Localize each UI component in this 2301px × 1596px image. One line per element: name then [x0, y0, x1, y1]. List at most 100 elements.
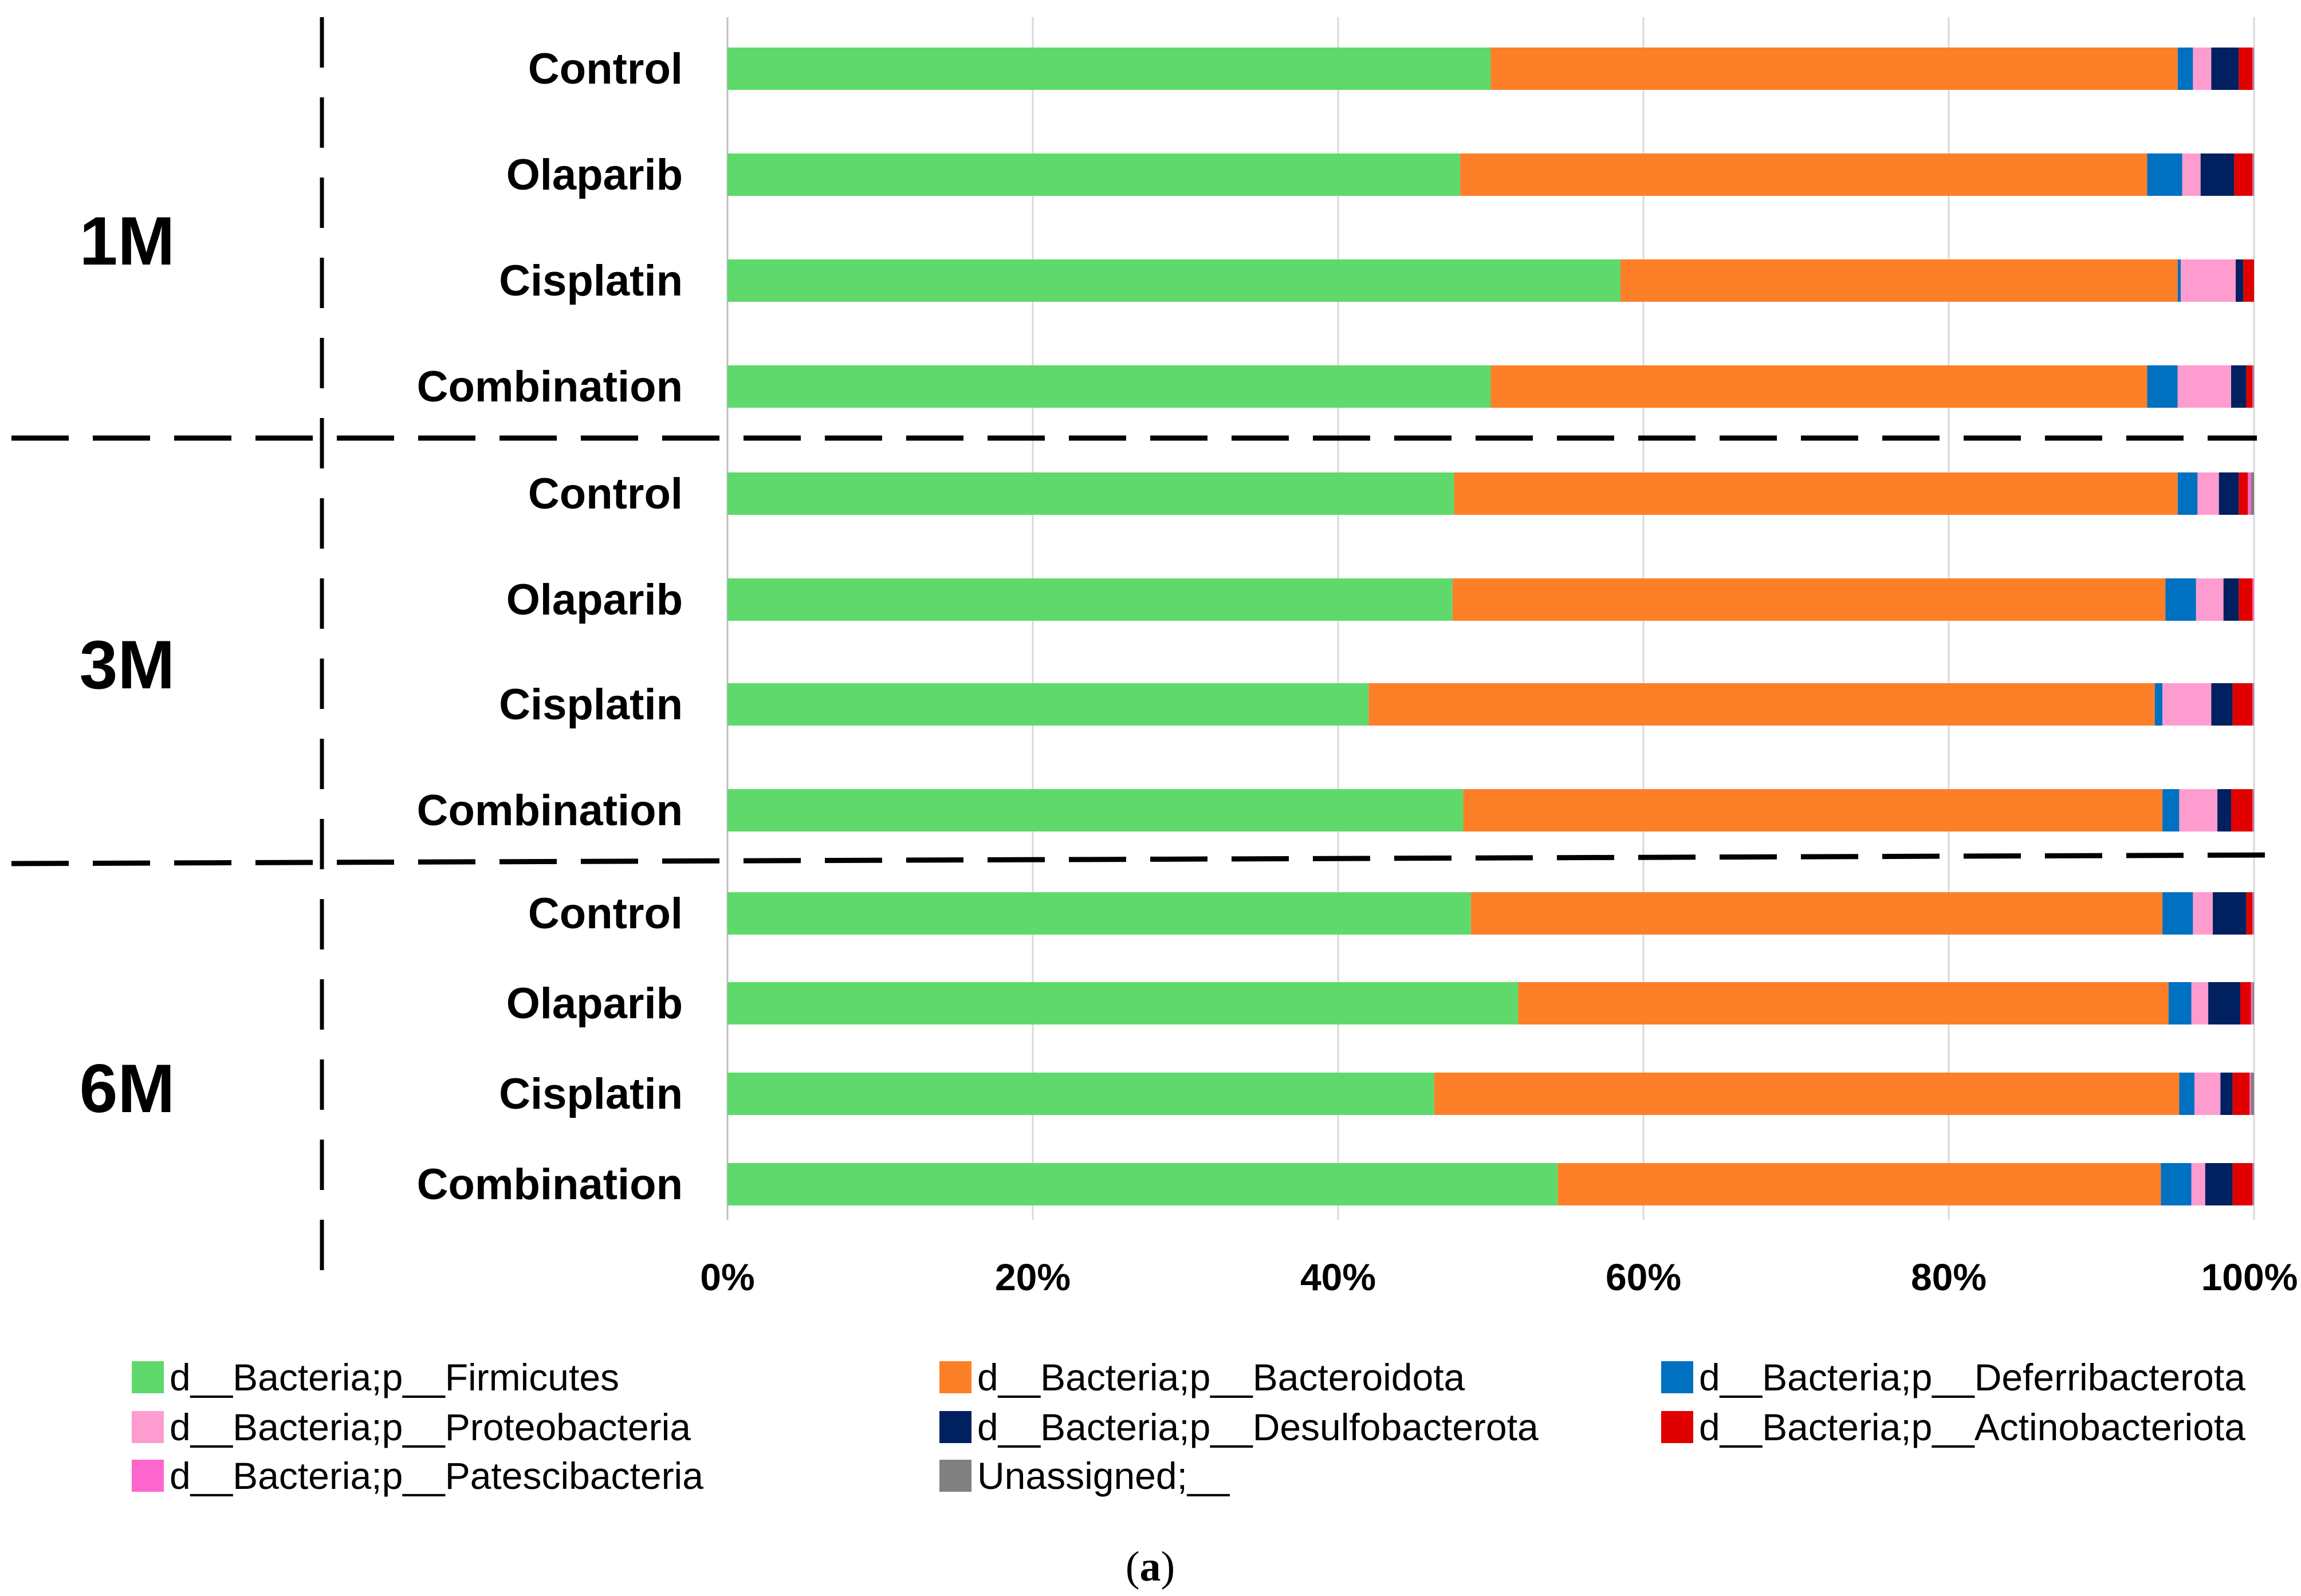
bar-segment [1518, 982, 2169, 1024]
bar-segment [727, 982, 1519, 1024]
x-tick-label: 0% [700, 1256, 754, 1298]
bar-segment [2219, 472, 2239, 515]
bar-segment [2191, 982, 2209, 1024]
bar-segment [1620, 259, 2178, 302]
bar-segment [2191, 1163, 2205, 1205]
bar-segment [2249, 1073, 2251, 1115]
bar-segment [2234, 153, 2253, 196]
x-tick-label: 40% [1300, 1256, 1376, 1298]
bar-segment [727, 1073, 1434, 1115]
legend-label: d__Bacteria;p__Deferribacterota [1699, 1356, 2245, 1398]
bar-segment [2253, 683, 2254, 726]
group-label: 3M [80, 626, 175, 703]
legend-label: d__Bacteria;p__Bacteroidota [977, 1356, 1465, 1398]
bar-segment [727, 48, 1491, 90]
bar-segment [2240, 982, 2251, 1024]
bar-segment [1454, 472, 2178, 515]
bar-segment [2248, 472, 2251, 515]
bar-segment [2252, 365, 2253, 408]
category-labels: Control Olaparib Cisplatin Combination 1M Con… [80, 45, 683, 1209]
bar-segment [2220, 1073, 2233, 1115]
category-label: Cisplatin [499, 680, 683, 729]
x-tick-label: 20% [995, 1256, 1071, 1298]
bar-segment [727, 153, 1461, 196]
category-label: Control [528, 45, 683, 93]
bar-segment [2177, 472, 2198, 515]
bar-segment [2252, 982, 2254, 1024]
figure-caption: (a) [1126, 1543, 1175, 1590]
bar-segment [2182, 153, 2201, 196]
bar-segment [727, 1163, 1558, 1205]
category-label: Control [528, 889, 683, 938]
bar-segment [2253, 789, 2254, 832]
caption-letter: a [1140, 1543, 1161, 1590]
legend-swatch [939, 1411, 971, 1443]
category-label: Combination [417, 786, 683, 835]
bar-segment [2181, 259, 2236, 302]
bar-segment [1557, 1163, 2161, 1205]
legend-label: Unassigned;__ [977, 1455, 1230, 1497]
bar-segment [727, 365, 1491, 408]
bar-segment [2232, 1073, 2250, 1115]
x-tick-label: 80% [1911, 1256, 1987, 1298]
bar-segment [2196, 578, 2224, 621]
bar-segment [2200, 153, 2235, 196]
bar-segment [2239, 472, 2248, 515]
bar-segment [2232, 1163, 2253, 1205]
bar-segment [2211, 48, 2239, 90]
legend-label: d__Bacteria;p__Actinobacteriota [1699, 1406, 2245, 1448]
bar-segment [2162, 683, 2212, 726]
category-label: Combination [417, 1160, 683, 1209]
bar-segment [2177, 259, 2181, 302]
bar-segment [2252, 683, 2253, 726]
bar-segment [2193, 48, 2212, 90]
bar-segment [2231, 365, 2247, 408]
bar-segment [2253, 48, 2254, 90]
bar-segment [2161, 1163, 2192, 1205]
category-label: Olaparib [506, 151, 683, 199]
bar-segment [2251, 982, 2253, 1024]
x-axis-ticks: 0% 20% 40% 60% 80% 100% [700, 1256, 2298, 1298]
x-tick-label: 100% [2201, 1256, 2298, 1298]
legend-label: d__Bacteria;p__Patescibacteria [170, 1455, 703, 1497]
bar-segment [727, 259, 1621, 302]
bar-segment [1470, 892, 2163, 935]
bar-segment [727, 683, 1369, 726]
bar-segment [1452, 578, 2166, 621]
bar-segment [2177, 365, 2232, 408]
bar-segment [2179, 1073, 2195, 1115]
bar-segment [2162, 892, 2193, 935]
bar-segment [2147, 365, 2178, 408]
bar-segments [727, 48, 2254, 1205]
category-label: Combination [417, 362, 683, 411]
bar-segment [2165, 578, 2196, 621]
bar-segment [727, 789, 1464, 832]
bar-segment [1490, 48, 2178, 90]
group-dividers [11, 17, 2269, 1283]
bar-segment [2194, 1073, 2221, 1115]
legend-swatch [939, 1361, 971, 1393]
category-label: Olaparib [506, 576, 683, 624]
bar-segment [727, 892, 1471, 935]
category-label: Cisplatin [499, 257, 683, 305]
bar-segment [1460, 153, 2147, 196]
bar-segment [2253, 365, 2254, 408]
bar-segment [2239, 578, 2253, 621]
bar-segment [727, 578, 1453, 621]
bar-segment [2154, 683, 2163, 726]
legend-swatch [132, 1361, 164, 1393]
category-label: Control [528, 470, 683, 518]
bar-segment [727, 472, 1454, 515]
legend-swatch [1661, 1411, 1693, 1443]
legend-label: d__Bacteria;p__Proteobacteria [170, 1406, 691, 1448]
bar-segment [1463, 789, 2163, 832]
bar-segment [2217, 789, 2232, 832]
bar-segment [2197, 472, 2219, 515]
group-label: 6M [80, 1050, 175, 1127]
bar-segment [2213, 892, 2247, 935]
bar-segment [2239, 48, 2253, 90]
bar-segment [2252, 1163, 2253, 1205]
bar-segment [2252, 789, 2253, 832]
legend-label: d__Bacteria;p__Desulfobacterota [977, 1406, 1539, 1448]
